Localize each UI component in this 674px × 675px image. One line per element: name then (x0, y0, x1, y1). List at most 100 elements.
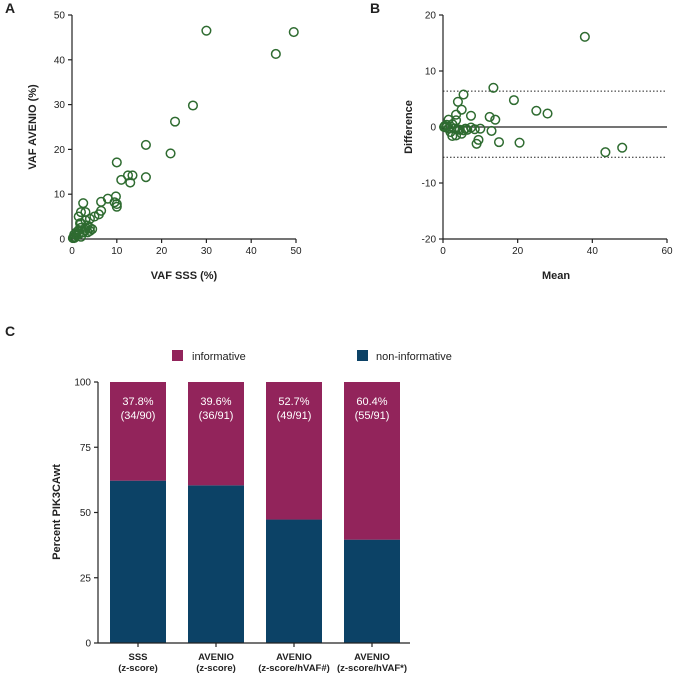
x-tick-label: 40 (246, 246, 258, 257)
y-tick-label: 50 (54, 11, 66, 22)
bar-informative (188, 382, 244, 486)
legend: informative non-informative (172, 350, 452, 363)
data-point (451, 109, 462, 120)
data-point (488, 82, 499, 93)
data-point (443, 123, 454, 134)
data-point (122, 170, 134, 181)
data-point (465, 110, 477, 121)
bar-count-label: (49/91) (277, 410, 312, 422)
data-point (201, 25, 212, 36)
y-tick-label: 40 (54, 55, 66, 66)
data-point (462, 124, 473, 135)
category-label: AVENIO (198, 652, 234, 663)
bar-informative (110, 382, 166, 481)
data-point (78, 198, 89, 209)
category-label: AVENIO (354, 652, 390, 663)
bar-count-label: (36/91) (199, 410, 234, 422)
panel-label-c: C (5, 323, 15, 339)
bland-altman-plot-b: 0 20 40 60 -20 -10 0 10 20 (422, 11, 673, 258)
bar-informative (344, 382, 400, 540)
data-point (452, 96, 463, 107)
stacked-bar-chart-c: 37.8%(34/90)SSS(z-score)39.6%(36/91)AVEN… (74, 378, 410, 674)
legend-swatch-non-informative (357, 350, 368, 361)
x-tick-label: 40 (587, 246, 599, 257)
y-tick-label: 20 (425, 11, 437, 22)
y-tick-label: -20 (422, 235, 437, 246)
x-tick-label: 30 (201, 246, 213, 257)
bar-percent-label: 37.8% (122, 396, 153, 408)
category-label: SSS (128, 652, 147, 663)
x-axis-title-a: VAF SSS (%) (151, 270, 218, 282)
category-sublabel: (z-score) (196, 663, 236, 674)
data-point (111, 157, 122, 168)
data-point (111, 201, 122, 212)
data-point (458, 89, 469, 100)
data-point (475, 123, 486, 134)
bar-informative (266, 382, 322, 520)
scatter-plot-a: 0 10 20 30 40 50 0 10 20 30 40 50 (54, 11, 302, 258)
y-axis-title-b: Difference (403, 100, 415, 154)
data-point (127, 170, 138, 181)
data-point (508, 95, 519, 106)
data-point (165, 148, 176, 159)
data-point (270, 48, 281, 60)
data-point (73, 229, 84, 240)
x-tick-label: 50 (290, 246, 302, 257)
category-sublabel: (z-score) (118, 663, 158, 674)
legend-label-non-informative: non-informative (376, 351, 452, 363)
y-tick-label: 10 (54, 190, 66, 201)
x-axis-title-b: Mean (542, 270, 570, 282)
x-tick-label: 20 (156, 246, 168, 257)
data-point (600, 147, 611, 158)
y-tick-label: 0 (85, 639, 91, 650)
y-tick-label: 20 (54, 145, 66, 156)
data-point (140, 139, 151, 150)
bar-percent-label: 60.4% (356, 396, 387, 408)
data-point (75, 231, 87, 242)
category-label: AVENIO (276, 652, 312, 663)
bar-non-informative (110, 480, 166, 643)
data-point (484, 111, 495, 122)
data-point (445, 121, 456, 132)
legend-swatch-informative (172, 350, 183, 361)
data-point (579, 31, 590, 42)
data-point (82, 227, 93, 238)
x-tick-label: 10 (111, 246, 123, 257)
category-sublabel: (z-score/hVAF*) (337, 663, 407, 674)
data-point (514, 137, 525, 148)
data-point (471, 138, 482, 149)
x-tick-label: 20 (512, 246, 524, 257)
y-tick-label: 100 (74, 378, 91, 389)
y-tick-label: 25 (80, 573, 92, 584)
x-tick-label: 60 (661, 246, 673, 257)
data-point (469, 124, 480, 135)
panel-label-a: A (5, 0, 15, 16)
data-point (116, 174, 127, 185)
category-sublabel: (z-score/hVAF#) (258, 663, 330, 674)
y-axis-title-a: VAF AVENIO (%) (27, 84, 39, 170)
data-point (493, 137, 505, 148)
data-point (140, 172, 151, 183)
bar-count-label: (34/90) (121, 410, 156, 422)
y-tick-label: -10 (422, 179, 437, 190)
data-point (288, 26, 299, 38)
legend-label-informative: informative (192, 351, 246, 363)
x-tick-label: 0 (69, 246, 75, 257)
data-point (456, 104, 467, 115)
data-point (490, 114, 501, 125)
bar-non-informative (344, 539, 400, 643)
bar-non-informative (188, 485, 244, 643)
y-tick-label: 0 (59, 235, 65, 246)
y-tick-label: 0 (430, 123, 436, 134)
x-tick-label: 0 (440, 246, 446, 257)
data-point (451, 130, 462, 141)
data-point (531, 105, 542, 116)
data-point (187, 100, 199, 111)
y-tick-label: 10 (425, 67, 437, 78)
data-point (111, 199, 122, 210)
data-point (617, 142, 628, 153)
bar-non-informative (266, 519, 322, 643)
data-point (75, 218, 86, 229)
data-point (84, 225, 95, 236)
